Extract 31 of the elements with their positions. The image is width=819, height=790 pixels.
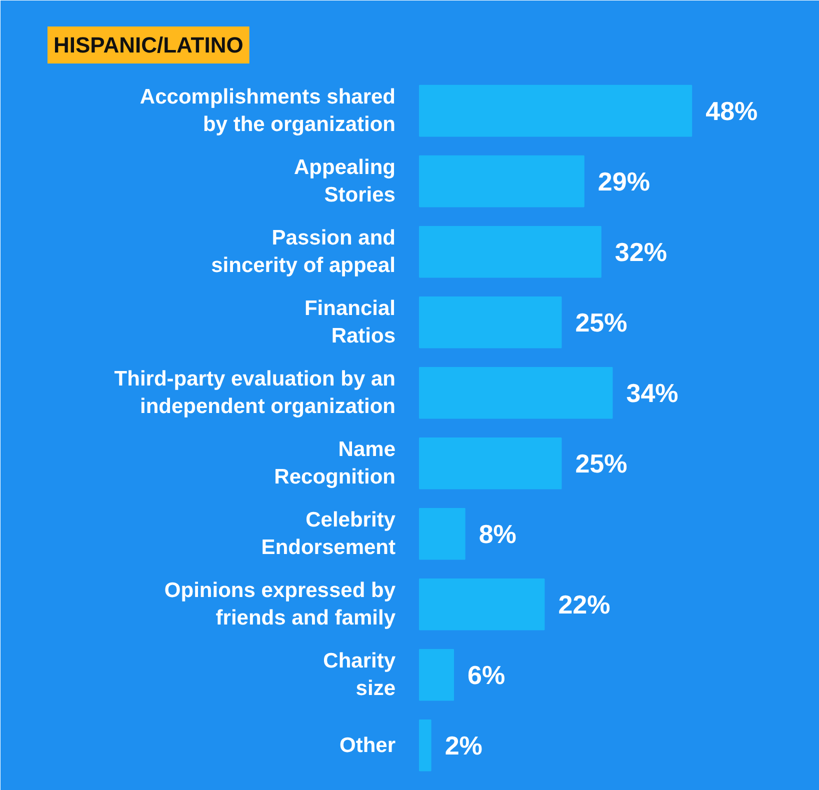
bar [419,155,584,208]
bar [419,578,545,630]
data-label: 22% [558,589,610,620]
data-label: 2% [444,730,482,760]
data-label: 25% [575,448,628,478]
y-tick-label: Opinions expressed by friends and family [164,579,396,630]
bar [419,719,432,772]
data-label: 6% [468,660,506,690]
y-tick-label: Accomplishments shared by the organization [140,86,396,136]
bar [419,366,613,419]
y-tick-label: Other [339,734,396,757]
y-tick-label: Passion and sincerity of appeal [211,226,396,278]
bar [419,508,466,560]
y-tick-label: Third-party evaluation by an independent organization [114,368,396,418]
y-tick-label: Celebrity Endorsement [261,508,396,560]
y-tick-label: Charity size [323,650,396,700]
bar [419,296,562,348]
y-tick-label: Name Recognition [274,438,396,489]
bar [419,84,692,137]
text: HISPANIC/LATINO [54,32,244,58]
y-tick-label: Financial Ratios [304,297,396,348]
y-tick-label: Appealing Stories [294,156,396,207]
data-label: 34% [626,378,678,408]
data-label: 25% [575,307,628,338]
bar [419,648,454,701]
data-label: 29% [598,166,650,196]
bar [419,437,562,490]
data-label: 48% [706,96,758,126]
data-label: 8% [478,518,516,549]
bar [419,226,602,278]
data-label: 32% [614,236,667,267]
